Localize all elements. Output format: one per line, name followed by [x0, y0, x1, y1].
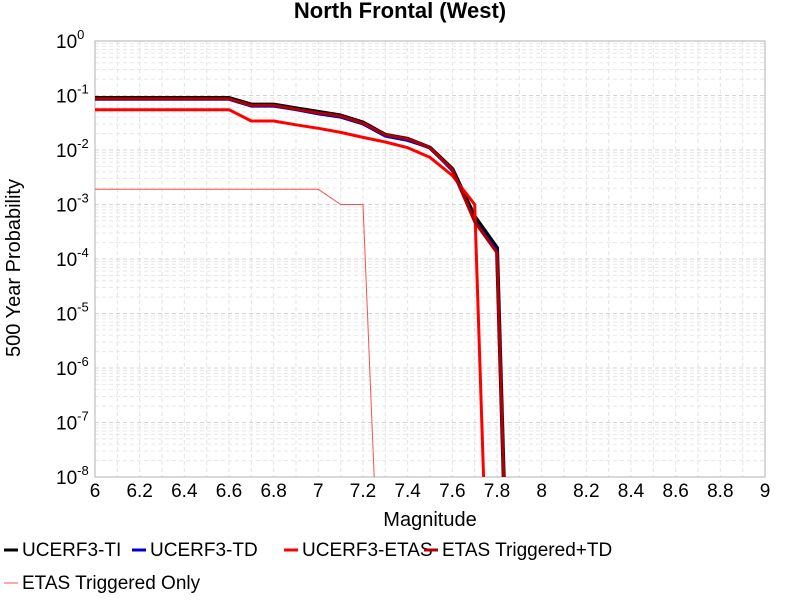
x-tick-label: 8.4 — [618, 481, 645, 502]
legend-label: ETAS Triggered+TD — [442, 540, 612, 561]
x-tick-label: 7 — [313, 481, 324, 502]
x-tick-label: 7.8 — [484, 481, 510, 502]
grid — [94, 41, 766, 478]
x-axis-ticks: 6 6.2 6.4 6.6 6.8 7 7.2 7.4 7.6 7.8 8 8.2 8.4 8.6 8.8 9 — [90, 481, 771, 502]
series-line-5 — [95, 188, 375, 477]
y-tick-label: 10-3 — [56, 191, 89, 217]
y-tick-label: 10-8 — [56, 463, 89, 489]
y-tick-label: 10-2 — [56, 136, 89, 162]
y-axis-ticks: 100 10-1 10-2 10-3 10-4 10-5 10-6 10-7 10-8 — [56, 27, 89, 489]
x-tick-label: 8.6 — [662, 481, 688, 502]
legend-label: UCERF3-TI — [22, 540, 121, 561]
x-tick-label: 6 — [90, 481, 101, 502]
legend-label: UCERF3-ETAS — [302, 540, 433, 561]
y-tick-label: 10-4 — [56, 245, 89, 271]
series-line-4 — [95, 97, 506, 477]
x-tick-label: 6.8 — [260, 481, 286, 502]
x-tick-label: 8.8 — [707, 481, 733, 502]
x-tick-label: 7.6 — [439, 481, 465, 502]
y-tick-label: 100 — [56, 27, 84, 53]
x-tick-label: 7.4 — [394, 481, 421, 502]
legend-label: ETAS Triggered Only — [22, 573, 201, 594]
x-tick-label: 8.2 — [573, 481, 599, 502]
x-tick-label: 7.2 — [350, 481, 376, 502]
y-tick-label: 10-6 — [56, 354, 89, 380]
y-tick-label: 10-7 — [56, 409, 89, 435]
x-tick-label: 9 — [760, 481, 771, 502]
x-tick-label: 6.6 — [216, 481, 242, 502]
chart-title: North Frontal (West) — [294, 0, 506, 23]
x-tick-label: 8 — [536, 481, 547, 502]
y-axis-label: 500 Year Probability — [3, 179, 25, 357]
x-tick-label: 6.2 — [126, 481, 152, 502]
plot-area — [94, 40, 766, 478]
legend: UCERF3-TI UCERF3-TD UCERF3-ETAS ETAS Trigge… — [4, 540, 612, 594]
x-tick-label: 6.4 — [171, 481, 198, 502]
y-tick-label: 10-1 — [56, 82, 89, 108]
series-line-3 — [95, 108, 486, 477]
legend-label: UCERF3-TD — [150, 540, 258, 561]
x-axis-label: Magnitude — [383, 509, 476, 531]
series-layer — [95, 96, 506, 477]
series-line-2 — [95, 97, 506, 477]
y-tick-label: 10-5 — [56, 300, 89, 326]
